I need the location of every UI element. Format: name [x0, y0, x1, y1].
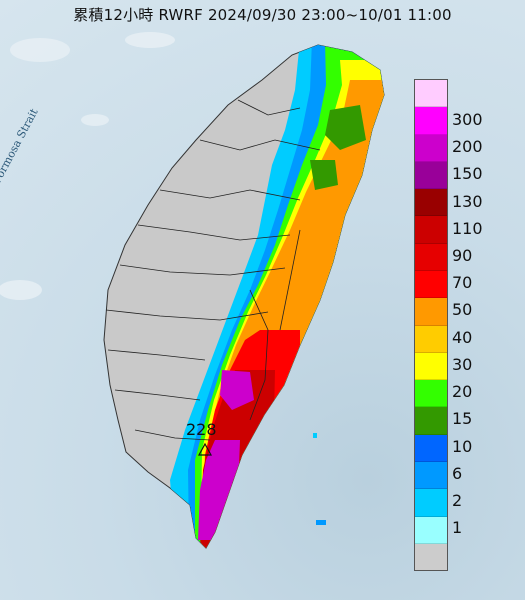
legend-swatch [415, 407, 447, 435]
legend-tick-label: 200 [452, 137, 483, 157]
county-boundaries [105, 99, 321, 441]
legend-tick-label: 30 [452, 354, 473, 374]
max-value-label: 228 [186, 420, 217, 439]
legend-swatch [415, 161, 447, 190]
legend-tick-label: 70 [452, 273, 473, 293]
color-legend [414, 79, 448, 571]
legend-swatch [415, 489, 447, 517]
legend-swatch [415, 543, 447, 571]
legend-swatch [415, 434, 447, 462]
legend-tick-label: 10 [452, 436, 473, 456]
legend-tick-label: 6 [452, 463, 463, 483]
legend-tick-label: 150 [452, 164, 483, 184]
legend-labels: 300 200 150 130 110 90 70 50 40 30 20 15 10 6 2 1 [452, 79, 522, 569]
legend-swatch [415, 461, 447, 490]
legend-tick-label: 2 [452, 490, 463, 510]
outlying-islets [313, 433, 326, 525]
legend-swatch [415, 380, 447, 408]
legend-swatch [415, 189, 447, 217]
legend-swatch [415, 134, 447, 162]
legend-tick-label: 20 [452, 382, 473, 402]
legend-swatch [415, 352, 447, 381]
legend-swatch [415, 80, 447, 108]
legend-swatch [415, 516, 447, 544]
legend-tick-label: 90 [452, 245, 473, 265]
legend-tick-label: 110 [452, 218, 483, 238]
legend-swatch [415, 216, 447, 244]
max-triangle-icon [197, 442, 213, 456]
legend-swatch [415, 243, 447, 271]
legend-tick-label: 130 [452, 191, 483, 211]
legend-swatch [415, 298, 447, 326]
legend-swatch [415, 325, 447, 353]
legend-tick-label: 300 [452, 109, 483, 129]
legend-swatch [415, 270, 447, 299]
legend-tick-label: 50 [452, 300, 473, 320]
legend-tick-label: 40 [452, 327, 473, 347]
legend-tick-label: 15 [452, 409, 473, 429]
sea-clutter [0, 32, 175, 300]
map-title: 累積12小時 RWRF 2024/09/30 23:00~10/01 11:00 [73, 6, 452, 24]
legend-swatch [415, 107, 447, 135]
legend-tick-label: 1 [452, 518, 463, 538]
